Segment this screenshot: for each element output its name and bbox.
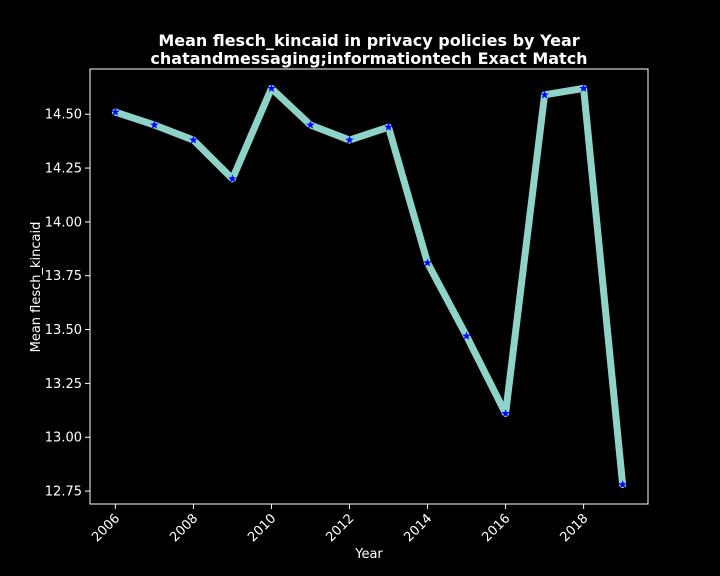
series-line — [111, 84, 627, 489]
y-tick-label: 13.50 — [45, 323, 82, 338]
y-tick-label: 14.00 — [45, 215, 82, 230]
y-axis-ticks: 12.75 13.00 13.25 13.50 13.75 14.00 14.25 14.50 — [45, 108, 90, 500]
chart-title: Mean flesch_kincaid in privacy policies … — [158, 31, 579, 50]
y-tick-label: 14.25 — [45, 162, 82, 177]
data-point-2017 — [540, 90, 549, 99]
y-tick-label: 13.00 — [45, 431, 82, 446]
x-axis-label: Year — [354, 547, 383, 562]
data-point-2014 — [423, 258, 432, 267]
data-point-2012 — [345, 135, 354, 144]
data-point-2019 — [618, 480, 627, 489]
y-tick-label: 12.75 — [45, 485, 82, 500]
data-point-2007 — [150, 120, 159, 129]
y-axis-label: Mean flesch_kincaid — [29, 222, 44, 353]
series-group — [111, 83, 627, 489]
chart-subtitle: chatandmessaging;informationtech Exact M… — [150, 49, 587, 68]
data-point-2016 — [501, 409, 510, 418]
data-point-2011 — [306, 120, 315, 129]
data-point-2015 — [462, 331, 471, 340]
data-point-2008 — [189, 135, 198, 144]
y-tick-label: 14.50 — [45, 108, 82, 123]
data-point-2013 — [384, 122, 393, 131]
y-tick-label: 13.25 — [45, 377, 82, 392]
data-point-2010 — [267, 83, 276, 92]
y-tick-label: 13.75 — [45, 269, 82, 284]
data-point-2009 — [228, 174, 237, 183]
plot-area — [89, 68, 649, 505]
data-point-2006 — [111, 107, 120, 116]
axes-frame — [89, 68, 649, 505]
data-point-2018 — [579, 83, 588, 92]
